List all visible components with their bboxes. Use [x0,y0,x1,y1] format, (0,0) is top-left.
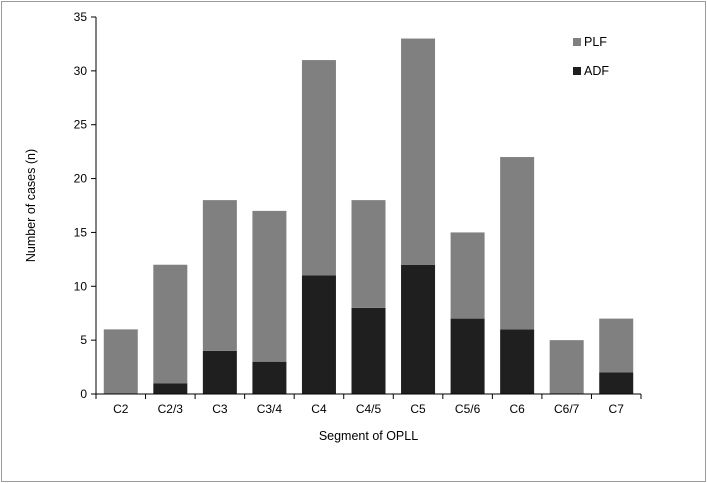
bar-adf-c6 [500,329,535,394]
bar-plf-c5-6 [450,232,485,319]
x-tick-label: C4/5 [356,402,382,416]
x-tick-label: C6 [509,402,525,416]
bar-plf-c2 [103,329,138,394]
y-axis-ticks: 0 5 10 15 20 25 30 35 [74,10,96,401]
bar-plf-c4 [301,60,336,276]
y-tick-label: 30 [74,64,88,78]
y-tick-label: 0 [80,387,87,401]
x-tick-label: C3 [212,402,228,416]
x-axis-ticks: C2 C2/3 C3 C3/4 C4 C4/5 C5 C5/6 C6 C6/7 C7 [95,394,642,416]
x-tick-label: C4 [311,402,327,416]
x-tick-label: C2 [113,402,129,416]
x-tick-label: C7 [609,402,625,416]
x-axis-title: Segment of OPLL [319,429,418,443]
bar-plf-c2-3 [153,264,188,384]
bars-group [103,38,634,394]
bar-plf-c7 [599,318,634,373]
bar-adf-c4 [301,275,336,394]
x-tick-label: C5/6 [455,402,481,416]
legend-swatch-adf [573,67,581,75]
y-tick-label: 10 [74,279,88,293]
y-axis-title: Number of cases (n) [24,149,38,262]
x-tick-label: C2/3 [158,402,184,416]
y-tick-label: 35 [74,10,88,24]
bar-plf-c3 [202,200,237,351]
bar-plf-c6-7 [549,340,584,394]
x-tick-label: C6/7 [554,402,580,416]
bar-plf-c5 [401,38,436,265]
bar-plf-c6 [500,157,535,330]
y-tick-label: 20 [74,172,88,186]
bar-adf-c2-3 [153,383,188,394]
x-tick-label: C3/4 [257,402,283,416]
x-tick-label: C5 [410,402,426,416]
bar-adf-c4-5 [351,307,386,394]
bar-adf-c5 [401,264,436,394]
legend-swatch-plf [573,38,581,46]
bar-adf-c3-4 [252,361,287,394]
bar-plf-c3-4 [252,210,287,362]
y-tick-label: 15 [74,225,88,239]
bar-adf-c3 [202,350,237,394]
bar-adf-c7 [599,372,634,394]
bar-adf-c5-6 [450,318,485,394]
y-tick-label: 25 [74,118,88,132]
legend-label-adf: ADF [584,64,609,78]
bar-plf-c4-5 [351,200,386,308]
legend-label-plf: PLF [584,35,607,49]
legend: PLF ADF [573,35,609,78]
y-tick-label: 5 [80,333,87,347]
